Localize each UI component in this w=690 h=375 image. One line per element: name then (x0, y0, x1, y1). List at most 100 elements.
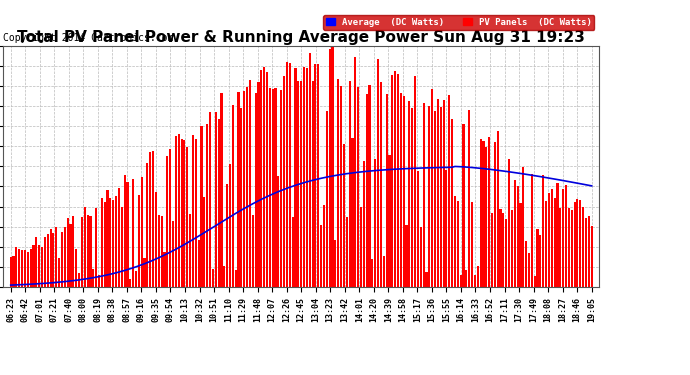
Bar (331, 47, 333, 287)
Bar (573, 202, 575, 287)
Bar (403, 96, 405, 287)
Bar (351, 138, 353, 287)
Bar (485, 147, 487, 287)
Bar (181, 139, 183, 287)
Bar (129, 279, 131, 287)
Bar (184, 140, 186, 287)
Bar (320, 225, 322, 287)
Bar (35, 237, 37, 287)
Bar (169, 149, 171, 287)
Bar (377, 58, 379, 287)
Bar (582, 207, 584, 287)
Bar (551, 189, 553, 287)
Bar (363, 161, 365, 287)
Bar (86, 214, 88, 287)
Bar (132, 179, 135, 287)
Bar (161, 216, 163, 287)
Bar (451, 119, 453, 287)
Bar (323, 205, 325, 287)
Bar (397, 74, 399, 287)
Bar (47, 234, 49, 287)
Bar (15, 247, 17, 287)
Bar (300, 81, 302, 287)
Bar (386, 94, 388, 287)
Bar (32, 244, 34, 287)
Bar (112, 200, 115, 287)
Bar (448, 95, 451, 287)
Bar (209, 112, 211, 287)
Bar (317, 64, 319, 287)
Bar (288, 63, 291, 287)
Bar (360, 207, 362, 287)
Bar (75, 249, 77, 287)
Bar (255, 93, 257, 287)
Bar (172, 221, 174, 287)
Bar (135, 271, 137, 287)
Bar (186, 147, 188, 287)
Bar (263, 67, 265, 287)
Bar (177, 134, 180, 287)
Bar (525, 242, 527, 287)
Bar (280, 90, 282, 287)
Bar (217, 120, 219, 287)
Bar (144, 258, 146, 287)
Bar (434, 111, 436, 287)
Bar (260, 70, 262, 287)
Bar (540, 235, 542, 287)
Bar (249, 80, 251, 287)
Bar (562, 189, 564, 287)
Bar (189, 213, 191, 287)
Bar (295, 68, 297, 287)
Bar (508, 159, 510, 287)
Bar (197, 240, 199, 287)
Bar (292, 217, 294, 287)
Bar (95, 208, 97, 287)
Bar (78, 273, 80, 287)
Bar (141, 177, 143, 287)
Bar (457, 201, 459, 287)
Bar (368, 86, 371, 287)
Bar (482, 141, 484, 287)
Bar (517, 186, 519, 287)
Bar (149, 153, 151, 287)
Bar (542, 175, 544, 287)
Bar (224, 266, 226, 287)
Bar (528, 253, 530, 287)
Bar (195, 139, 197, 287)
Bar (346, 217, 348, 287)
Bar (588, 216, 590, 287)
Bar (374, 159, 376, 287)
Bar (440, 107, 442, 287)
Bar (226, 184, 228, 287)
Bar (146, 163, 148, 287)
Title: Total PV Panel Power & Running Average Power Sun Aug 31 19:23: Total PV Panel Power & Running Average P… (17, 30, 585, 45)
Bar (118, 188, 120, 287)
Bar (494, 142, 496, 287)
Bar (106, 190, 108, 287)
Bar (166, 156, 168, 287)
Bar (90, 216, 92, 287)
Bar (50, 229, 52, 287)
Bar (442, 100, 444, 287)
Bar (545, 201, 547, 287)
Bar (414, 76, 416, 287)
Bar (81, 216, 83, 287)
Bar (420, 227, 422, 287)
Bar (531, 174, 533, 287)
Bar (394, 71, 396, 287)
Bar (21, 250, 23, 287)
Bar (44, 237, 46, 287)
Bar (431, 89, 433, 287)
Bar (175, 135, 177, 287)
Bar (12, 256, 14, 287)
Bar (460, 275, 462, 287)
Bar (514, 180, 516, 287)
Bar (121, 207, 123, 287)
Bar (232, 105, 234, 287)
Bar (591, 226, 593, 287)
Bar (63, 227, 66, 287)
Bar (212, 269, 214, 287)
Bar (41, 247, 43, 287)
Bar (115, 196, 117, 287)
Bar (505, 219, 507, 287)
